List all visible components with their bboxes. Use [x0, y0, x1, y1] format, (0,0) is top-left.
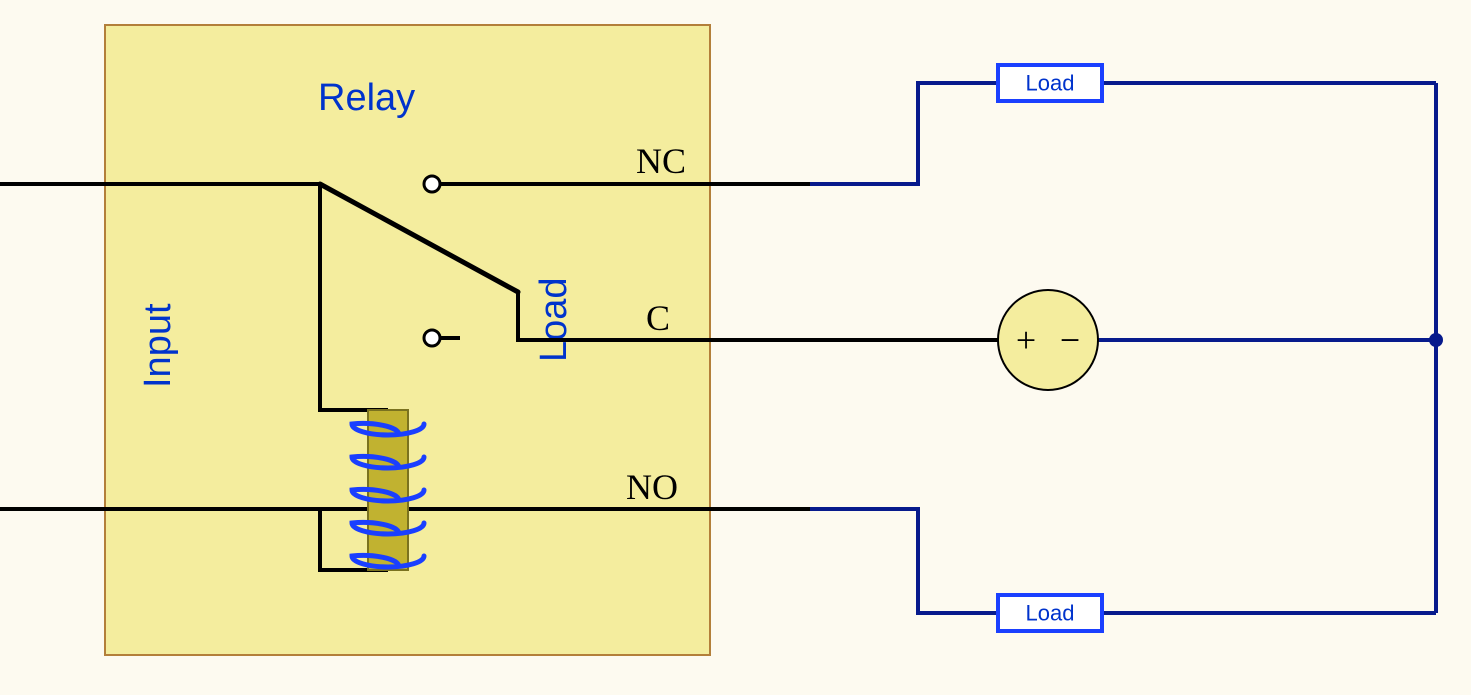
nc-wire-blue	[810, 83, 998, 184]
load-top-label: Load	[1026, 71, 1075, 96]
source-plus: +	[1016, 320, 1036, 360]
no-label: NO	[626, 467, 678, 507]
relay-title: Relay	[318, 77, 415, 119]
nc-terminal	[424, 176, 440, 192]
load-bottom-label: Load	[1026, 601, 1075, 626]
bus-node	[1429, 333, 1443, 347]
no-terminal	[424, 330, 440, 346]
no-wire-blue	[810, 509, 998, 613]
c-label: C	[646, 298, 670, 338]
load-label: Load	[533, 277, 575, 362]
load-bottom-box: Load	[998, 595, 1102, 631]
voltage-source: + −	[998, 290, 1098, 390]
source-minus: −	[1060, 320, 1080, 360]
load-top-box: Load	[998, 65, 1102, 101]
input-label: Input	[137, 303, 179, 388]
nc-label: NC	[636, 141, 686, 181]
